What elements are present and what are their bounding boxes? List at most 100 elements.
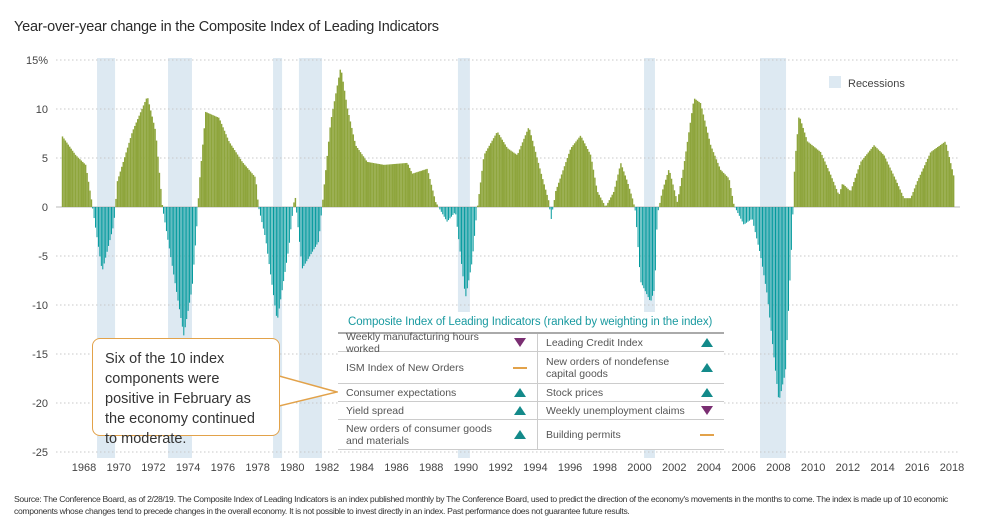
bar-positive bbox=[913, 188, 916, 207]
bar-positive bbox=[510, 150, 512, 207]
bar-positive bbox=[419, 171, 421, 207]
bar-negative bbox=[300, 207, 302, 257]
dash-icon bbox=[513, 366, 527, 369]
bar-positive bbox=[819, 151, 822, 207]
table-row: Consumer expectations bbox=[338, 384, 538, 402]
bar-positive bbox=[863, 157, 865, 207]
bar-negative bbox=[262, 207, 264, 229]
bar-positive bbox=[733, 203, 735, 207]
bar-positive bbox=[584, 143, 586, 207]
bar-negative bbox=[100, 207, 102, 266]
bar-negative bbox=[283, 207, 285, 282]
bar-negative bbox=[738, 207, 740, 216]
bar-positive bbox=[491, 140, 493, 207]
bar-positive bbox=[121, 166, 123, 207]
bar-positive bbox=[705, 126, 707, 207]
bar-positive bbox=[931, 151, 933, 207]
bar-positive bbox=[387, 164, 389, 207]
bar-positive bbox=[90, 199, 93, 207]
bar-positive bbox=[679, 186, 681, 207]
bar-positive bbox=[725, 175, 728, 207]
x-tick-label: 1984 bbox=[350, 462, 374, 474]
bar-positive bbox=[855, 173, 858, 207]
bar-positive bbox=[138, 115, 140, 207]
bar-positive bbox=[294, 197, 297, 207]
bar-positive bbox=[325, 170, 327, 207]
bar-positive bbox=[686, 141, 689, 207]
table-title: Composite Index of Leading Indicators (r… bbox=[348, 316, 713, 328]
bar-positive bbox=[715, 159, 718, 207]
bar-positive bbox=[666, 174, 668, 207]
bar-negative bbox=[165, 207, 167, 232]
bar-positive bbox=[129, 138, 132, 207]
bar-positive bbox=[576, 139, 579, 207]
bar-positive bbox=[122, 161, 124, 207]
bar-positive bbox=[255, 184, 258, 207]
bar-negative bbox=[469, 207, 471, 273]
bar-positive bbox=[695, 99, 697, 207]
bar-positive bbox=[724, 174, 726, 207]
bar-positive bbox=[118, 176, 120, 207]
bar-positive bbox=[614, 186, 616, 207]
bar-positive bbox=[199, 177, 201, 207]
bar-negative bbox=[259, 207, 261, 216]
bar-positive bbox=[533, 146, 535, 207]
x-tick-label: 2012 bbox=[836, 462, 860, 474]
y-tick-label: 15% bbox=[26, 55, 48, 67]
bar-positive bbox=[605, 205, 608, 207]
bar-positive bbox=[866, 154, 868, 207]
bar-positive bbox=[416, 172, 418, 207]
y-axis-labels: 15% 10 5 0 -5 -10 -15 -20 -25 bbox=[26, 55, 48, 459]
bar-positive bbox=[818, 150, 820, 207]
bar-positive bbox=[371, 162, 373, 207]
bar-negative bbox=[790, 207, 792, 250]
x-tick-label: 1992 bbox=[488, 462, 512, 474]
bar-positive bbox=[145, 98, 148, 207]
bar-positive bbox=[867, 152, 870, 207]
bar-negative bbox=[750, 207, 752, 220]
bar-positive bbox=[669, 172, 671, 207]
bar-positive bbox=[831, 178, 833, 207]
bar-positive bbox=[938, 145, 940, 207]
bar-positive bbox=[730, 188, 732, 207]
bar-negative bbox=[760, 207, 762, 259]
bar-positive bbox=[89, 190, 91, 207]
bar-negative bbox=[653, 207, 655, 292]
bar-positive bbox=[478, 194, 480, 207]
bar-positive bbox=[537, 162, 540, 207]
bar-negative bbox=[286, 207, 288, 263]
bar-positive bbox=[404, 163, 407, 207]
bar-positive bbox=[222, 127, 224, 207]
bar-negative bbox=[167, 207, 169, 240]
bar-positive bbox=[380, 164, 382, 207]
bar-positive bbox=[382, 164, 385, 207]
bar-positive bbox=[597, 192, 599, 207]
bar-negative bbox=[766, 207, 768, 293]
bar-positive bbox=[880, 152, 883, 207]
y-tick-label: -25 bbox=[32, 447, 48, 459]
bar-positive bbox=[489, 143, 492, 207]
bar-negative bbox=[103, 207, 105, 264]
bar-positive bbox=[116, 181, 119, 207]
bar-positive bbox=[811, 144, 813, 207]
bar-positive bbox=[692, 103, 694, 207]
bar-positive bbox=[148, 104, 151, 207]
bar-positive bbox=[731, 195, 734, 207]
bar-negative bbox=[647, 207, 649, 298]
bar-positive bbox=[141, 108, 143, 207]
bar-positive bbox=[500, 137, 502, 207]
callout-box: Six of the 10 index components were posi… bbox=[92, 338, 280, 447]
table-row: Weekly unemployment claims bbox=[538, 402, 724, 420]
bar-positive bbox=[407, 164, 409, 207]
bar-negative bbox=[181, 207, 183, 327]
bar-positive bbox=[623, 171, 625, 207]
bar-positive bbox=[513, 152, 515, 207]
bar-positive bbox=[71, 150, 74, 207]
bar-positive bbox=[581, 137, 583, 207]
bar-negative bbox=[105, 207, 107, 258]
bar-positive bbox=[903, 198, 906, 207]
bar-positive bbox=[892, 173, 894, 207]
bar-positive bbox=[66, 142, 68, 207]
bar-negative bbox=[751, 207, 753, 220]
